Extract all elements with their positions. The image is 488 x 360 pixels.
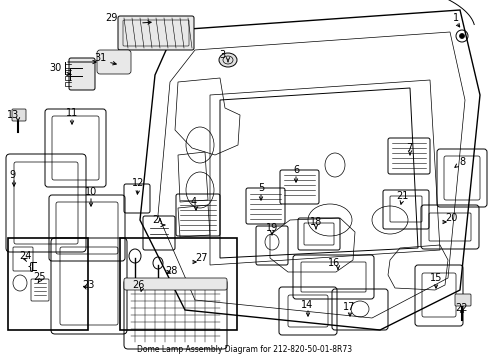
Text: 14: 14 <box>300 300 312 310</box>
Text: 11: 11 <box>66 108 78 118</box>
Text: 19: 19 <box>265 223 278 233</box>
Text: Dome Lamp Assembly Diagram for 212-820-50-01-8R73: Dome Lamp Assembly Diagram for 212-820-5… <box>137 346 351 355</box>
Text: 15: 15 <box>429 273 441 283</box>
FancyBboxPatch shape <box>12 109 26 121</box>
Text: 7: 7 <box>405 143 411 153</box>
Text: 27: 27 <box>195 253 208 263</box>
FancyBboxPatch shape <box>69 58 95 90</box>
Ellipse shape <box>459 33 464 39</box>
FancyBboxPatch shape <box>118 16 194 50</box>
FancyBboxPatch shape <box>454 294 470 306</box>
Text: 2: 2 <box>152 215 158 225</box>
Text: 30: 30 <box>49 63 61 73</box>
Text: 8: 8 <box>458 157 464 167</box>
Bar <box>120 238 237 330</box>
Text: {: { <box>26 261 34 271</box>
Text: 18: 18 <box>309 217 322 227</box>
Text: 26: 26 <box>132 280 144 290</box>
Text: 4: 4 <box>190 197 197 207</box>
Text: 16: 16 <box>327 258 340 268</box>
Text: 20: 20 <box>444 213 456 223</box>
Ellipse shape <box>219 53 237 67</box>
Text: 9: 9 <box>9 170 15 180</box>
Text: 10: 10 <box>85 187 97 197</box>
FancyBboxPatch shape <box>124 278 226 290</box>
Text: 28: 28 <box>164 266 177 276</box>
Text: 23: 23 <box>81 280 94 290</box>
Text: 12: 12 <box>132 178 144 188</box>
Text: 5: 5 <box>257 183 264 193</box>
Text: 3: 3 <box>219 50 224 60</box>
Text: 25: 25 <box>34 272 46 282</box>
Text: 29: 29 <box>104 13 117 23</box>
Text: 6: 6 <box>292 165 299 175</box>
Text: 24: 24 <box>19 251 31 261</box>
Text: 21: 21 <box>395 191 407 201</box>
Text: 13: 13 <box>7 110 19 120</box>
Bar <box>8 238 88 330</box>
Text: 1: 1 <box>452 13 458 23</box>
FancyBboxPatch shape <box>97 50 131 74</box>
Text: 17: 17 <box>342 302 354 312</box>
Text: 22: 22 <box>455 303 468 313</box>
Text: 31: 31 <box>94 53 106 63</box>
